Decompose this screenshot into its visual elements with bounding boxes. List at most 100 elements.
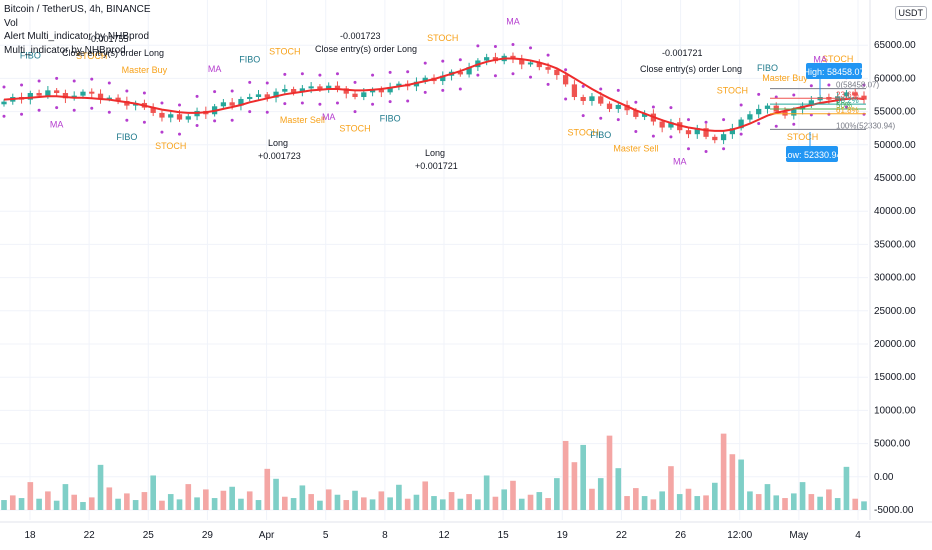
candle-body bbox=[536, 62, 542, 68]
volume-bar bbox=[457, 498, 464, 510]
volume-bar bbox=[404, 498, 411, 510]
signal-dot bbox=[371, 73, 375, 77]
signal-dot bbox=[2, 114, 6, 118]
candle-body bbox=[545, 67, 551, 70]
low-badge: Low: 52330.94 bbox=[782, 132, 842, 162]
signal-dot bbox=[195, 124, 199, 128]
signal-dot bbox=[757, 92, 761, 96]
signal-label-fibo: FIBO bbox=[116, 132, 137, 142]
signal-label-stoch: STOCH bbox=[787, 132, 818, 142]
candle-body bbox=[738, 119, 744, 129]
volume-bar bbox=[685, 488, 692, 510]
signal-dot bbox=[55, 106, 59, 110]
candle-body bbox=[115, 97, 121, 101]
candle-body bbox=[54, 90, 60, 94]
signal-dot bbox=[792, 93, 796, 97]
signal-dot bbox=[599, 87, 603, 91]
candle-body bbox=[326, 85, 332, 90]
volume-bar bbox=[738, 459, 744, 510]
candle-body bbox=[756, 108, 762, 115]
volume-bar bbox=[36, 498, 42, 510]
signal-dot bbox=[441, 88, 445, 92]
candle-body bbox=[229, 102, 235, 106]
candle-body bbox=[563, 75, 569, 85]
volume-bar bbox=[448, 492, 455, 510]
y-tick-label: 25000.00 bbox=[874, 306, 916, 317]
candle-body bbox=[712, 136, 718, 141]
candle-body bbox=[264, 94, 270, 98]
volume-bar bbox=[764, 484, 771, 510]
indicator-2-legend[interactable]: Multi_indicator by NHBprod bbox=[4, 45, 126, 56]
signal-dot bbox=[458, 58, 462, 62]
candle-body bbox=[422, 77, 428, 82]
candle-body bbox=[62, 93, 69, 99]
volume-bar bbox=[703, 495, 709, 510]
volume-bar bbox=[343, 500, 350, 510]
volume-bar bbox=[80, 502, 86, 510]
volume-bar bbox=[53, 500, 60, 510]
candle-body bbox=[510, 55, 516, 60]
volume-bar bbox=[475, 499, 481, 510]
volume-bar bbox=[431, 496, 437, 510]
volume-bar bbox=[861, 501, 867, 510]
indicator-1-legend[interactable]: Alert Multi_indicator by NHBprod bbox=[4, 31, 150, 42]
volume-bar bbox=[378, 491, 385, 510]
candle-body bbox=[150, 107, 156, 113]
signal-dot bbox=[792, 122, 796, 126]
volume-bar bbox=[141, 492, 148, 510]
signal-dot bbox=[511, 72, 515, 76]
candle-body bbox=[519, 59, 525, 65]
candle-body bbox=[247, 96, 253, 99]
volume-bar bbox=[88, 497, 95, 510]
signal-dot bbox=[564, 97, 568, 101]
volume-bar bbox=[510, 480, 516, 510]
signal-dot bbox=[704, 120, 708, 124]
y-tick-label: 55000.00 bbox=[874, 107, 916, 118]
y-tick-label: 30000.00 bbox=[874, 273, 916, 284]
signal-dot bbox=[686, 147, 690, 151]
volume-bar bbox=[817, 496, 823, 510]
signal-dot bbox=[371, 102, 375, 106]
y-tick-label: 60000.00 bbox=[874, 73, 916, 84]
signal-dot bbox=[441, 59, 445, 63]
signal-dot bbox=[107, 110, 111, 114]
annotation-close-2-value: -0.001723 bbox=[340, 31, 381, 41]
signal-dot bbox=[178, 103, 182, 107]
signal-label-stoch: STOCH bbox=[822, 54, 853, 64]
volume-bar bbox=[562, 440, 569, 510]
currency-badge[interactable]: USDT bbox=[894, 6, 927, 20]
volume-bar bbox=[773, 495, 780, 510]
volume-bar bbox=[799, 482, 806, 510]
signal-dot bbox=[669, 135, 673, 139]
volume-bar bbox=[536, 492, 543, 510]
signal-dot bbox=[300, 72, 304, 76]
annotation-close-1-value: -0.001755 bbox=[88, 34, 129, 44]
candle-body bbox=[659, 121, 665, 128]
x-tick-label: 15 bbox=[498, 530, 510, 541]
signal-label-master_buy: Master Buy bbox=[122, 65, 168, 75]
signal-dot bbox=[722, 147, 726, 151]
volume-bar bbox=[150, 475, 156, 510]
volume-bar bbox=[185, 484, 192, 510]
volume-bar bbox=[641, 496, 648, 510]
x-tick-label: 29 bbox=[202, 530, 214, 541]
candle-body bbox=[624, 104, 630, 111]
signal-dot bbox=[230, 89, 234, 93]
y-tick-label: 65000.00 bbox=[874, 40, 916, 51]
low-label: Low: 52330.94 bbox=[782, 150, 841, 160]
candle-body bbox=[176, 114, 183, 120]
volume-bar bbox=[826, 489, 832, 510]
volume-bar bbox=[527, 494, 534, 510]
volume-bar bbox=[334, 494, 341, 510]
volume-bar bbox=[290, 498, 297, 510]
candle-body bbox=[413, 81, 420, 87]
signal-dot bbox=[195, 94, 199, 98]
fib-label: 100%(52330.94) bbox=[836, 121, 895, 130]
candle-body bbox=[378, 89, 384, 93]
signal-dot bbox=[160, 101, 164, 105]
volume-bar bbox=[650, 499, 657, 510]
volume-bar bbox=[71, 494, 78, 510]
candle-body bbox=[159, 112, 165, 118]
volume-bar bbox=[633, 488, 639, 510]
